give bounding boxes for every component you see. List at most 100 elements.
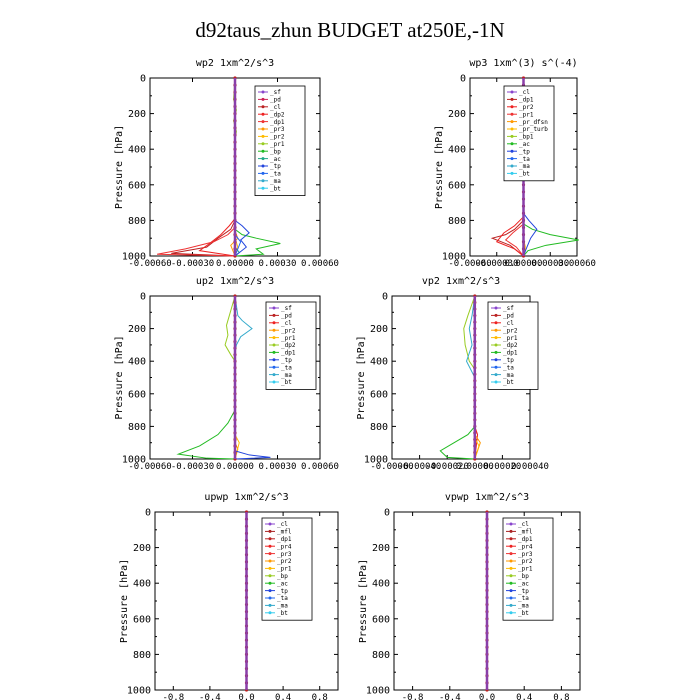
y-tick-label: 400 xyxy=(128,357,146,368)
legend-entry: _bt xyxy=(277,610,288,617)
legend-marker xyxy=(268,522,272,526)
legend-entry: _ac xyxy=(277,580,288,587)
y-tick-label: 0 xyxy=(384,508,390,519)
legend-marker xyxy=(494,380,498,384)
legend-entry: _pr2 xyxy=(503,327,518,334)
series-line-tp xyxy=(234,78,250,257)
legend-entry: _ma xyxy=(277,603,288,610)
x-tick-label: 0.00000 xyxy=(456,462,494,472)
x-tick-label: -0.00030 xyxy=(475,259,518,269)
legend-marker xyxy=(272,336,276,340)
y-tick-label: 200 xyxy=(133,543,151,554)
legend-entry: _pr2 xyxy=(519,104,534,111)
legend-marker xyxy=(509,552,513,556)
legend-marker xyxy=(272,350,276,354)
x-tick-label: 0.8 xyxy=(553,693,569,700)
legend-marker xyxy=(494,313,498,317)
legend-entry: _bt xyxy=(281,379,292,386)
y-tick-label: 0 xyxy=(460,74,466,85)
legend-marker xyxy=(510,127,514,131)
legend-entry: _pr3 xyxy=(518,551,533,558)
x-tick-label: 0.00000 xyxy=(216,462,254,472)
legend-marker xyxy=(509,589,513,593)
legend-entry: _pr_dfsn xyxy=(519,119,548,126)
legend-marker xyxy=(494,358,498,362)
legend-entry: _ac xyxy=(518,580,529,587)
series-line-dp1 xyxy=(439,296,476,460)
legend-marker xyxy=(494,373,498,377)
legend-entry: _pr2 xyxy=(270,134,285,141)
x-tick-label: 0.4 xyxy=(275,693,291,700)
legend-marker xyxy=(510,105,514,109)
legend-entry: _cl xyxy=(503,320,514,327)
legend-marker xyxy=(494,321,498,325)
legend-marker xyxy=(272,306,276,310)
x-tick-label: -0.00030 xyxy=(171,462,214,472)
figure-title: d92taus_zhun BUDGET at250E,-1N xyxy=(195,18,505,42)
legend-marker xyxy=(268,611,272,615)
y-axis-label: Pressure [hPa] xyxy=(114,125,125,209)
x-tick-label: -0.00060 xyxy=(128,462,171,472)
chart-title: up2 1xm^2/s^3 xyxy=(196,276,274,287)
y-tick-label: 600 xyxy=(448,180,466,191)
legend-entry: _tp xyxy=(277,588,288,595)
legend-marker xyxy=(261,142,265,146)
legend-marker xyxy=(510,120,514,124)
legend-marker xyxy=(272,343,276,347)
x-tick-label: 0.00030 xyxy=(259,462,297,472)
legend-entry: _pr_turb xyxy=(519,126,548,133)
y-tick-label: 200 xyxy=(370,324,388,335)
legend-marker xyxy=(261,90,265,94)
legend-entry: _pr1 xyxy=(518,566,533,573)
y-tick-label: 0 xyxy=(382,292,388,303)
legend-entry: _bt xyxy=(503,379,514,386)
series-line-dp1 xyxy=(156,78,236,257)
y-tick-label: 800 xyxy=(372,650,390,661)
legend-entry: _pd xyxy=(503,313,514,320)
legend-marker xyxy=(268,581,272,585)
y-tick-label: 1000 xyxy=(364,455,388,466)
legend-marker xyxy=(268,596,272,600)
legend-marker xyxy=(509,537,513,541)
legend-marker xyxy=(509,544,513,548)
legend-marker xyxy=(272,321,276,325)
y-tick-label: 800 xyxy=(370,422,388,433)
chart-panel-6: vpwp 1xm^2/s^3 Pressure [hPa] 0 200 400 600 80… xyxy=(358,492,581,700)
x-tick-label: -0.4 xyxy=(199,693,221,700)
legend-entry: _ma xyxy=(281,372,292,379)
x-tick-label: 0.4 xyxy=(516,693,532,700)
legend-entry: _ta xyxy=(519,156,530,163)
legend-entry: _pr2 xyxy=(281,327,296,334)
x-tick-label: 0.00040 xyxy=(511,462,549,472)
x-tick-label: 0.00030 xyxy=(259,259,297,269)
legend-marker xyxy=(510,142,514,146)
x-tick-label: -0.8 xyxy=(402,693,424,700)
legend-marker xyxy=(261,127,265,131)
y-tick-label: 200 xyxy=(372,543,390,554)
legend-marker xyxy=(509,566,513,570)
y-tick-label: 0 xyxy=(140,292,146,303)
legend-marker xyxy=(268,552,272,556)
y-axis-label: Pressure [hPa] xyxy=(119,559,130,643)
x-tick-label: -0.00060 xyxy=(128,259,171,269)
legend-entry: _ac xyxy=(270,156,281,163)
legend-entry: _mfl xyxy=(277,529,292,536)
series-line-dp2 xyxy=(224,295,236,459)
legend-marker xyxy=(261,112,265,116)
legend-entry: _ta xyxy=(270,171,281,178)
legend-marker xyxy=(261,171,265,175)
legend-marker xyxy=(272,365,276,369)
legend-marker xyxy=(510,157,514,161)
y-tick-label: 1000 xyxy=(366,686,390,697)
y-tick-label: 600 xyxy=(128,389,146,400)
legend-entry: _ma xyxy=(519,163,530,170)
chart-title: wp2 1xm^2/s^3 xyxy=(196,58,274,69)
x-tick-label: 0.00030 xyxy=(531,259,569,269)
legend-entry: _pr1 xyxy=(277,566,292,573)
legend-marker xyxy=(268,529,272,533)
legend-entry: _cl xyxy=(277,521,288,528)
legend-entry: _bp xyxy=(277,573,288,580)
legend-marker xyxy=(510,171,514,175)
legend-marker xyxy=(509,522,513,526)
